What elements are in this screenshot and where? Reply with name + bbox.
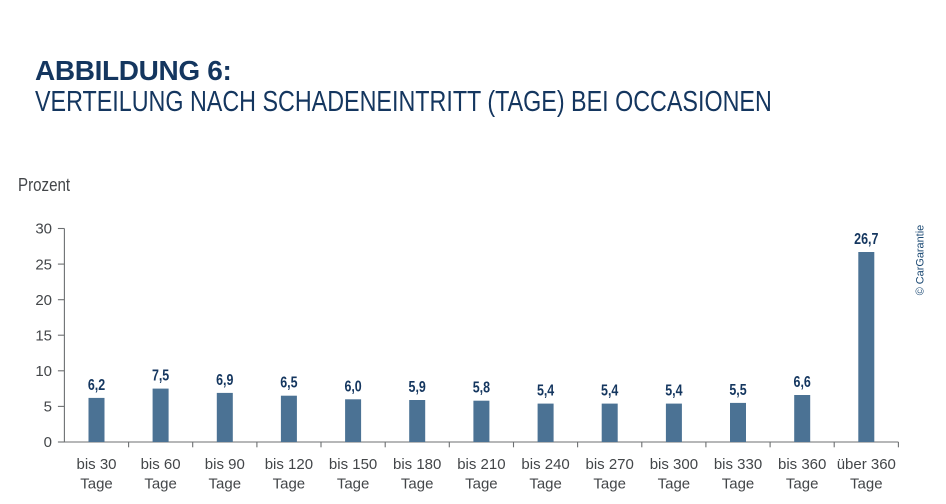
svg-text:bis 330: bis 330 xyxy=(714,456,762,473)
svg-text:5,4: 5,4 xyxy=(665,383,683,400)
svg-text:Tage: Tage xyxy=(401,476,434,493)
svg-text:Tage: Tage xyxy=(80,476,113,493)
svg-text:bis 90: bis 90 xyxy=(205,456,245,473)
svg-text:30: 30 xyxy=(35,221,52,238)
svg-text:Tage: Tage xyxy=(593,476,626,493)
svg-text:bis 60: bis 60 xyxy=(141,456,181,473)
svg-text:6,9: 6,9 xyxy=(216,372,234,389)
svg-text:0: 0 xyxy=(44,434,52,451)
svg-text:25: 25 xyxy=(35,256,52,273)
svg-text:7,5: 7,5 xyxy=(152,368,170,385)
svg-text:bis 180: bis 180 xyxy=(393,456,441,473)
svg-text:5,8: 5,8 xyxy=(473,380,491,397)
svg-text:Tage: Tage xyxy=(337,476,370,493)
svg-text:© CarGarantie: © CarGarantie xyxy=(915,225,927,296)
svg-text:10: 10 xyxy=(35,363,52,380)
svg-text:Tage: Tage xyxy=(465,476,498,493)
svg-text:bis 30: bis 30 xyxy=(76,456,116,473)
svg-text:Tage: Tage xyxy=(273,476,306,493)
svg-text:bis 300: bis 300 xyxy=(650,456,698,473)
svg-text:5,4: 5,4 xyxy=(537,383,555,400)
svg-text:bis 150: bis 150 xyxy=(329,456,377,473)
svg-text:20: 20 xyxy=(35,292,52,309)
svg-text:Tage: Tage xyxy=(722,476,755,493)
svg-text:6,5: 6,5 xyxy=(280,375,298,392)
svg-text:6,2: 6,2 xyxy=(88,377,105,394)
svg-text:5,4: 5,4 xyxy=(601,383,619,400)
svg-text:Tage: Tage xyxy=(144,476,177,493)
svg-text:6,6: 6,6 xyxy=(794,374,812,391)
svg-text:5,5: 5,5 xyxy=(729,382,747,399)
svg-text:bis 270: bis 270 xyxy=(586,456,634,473)
svg-text:15: 15 xyxy=(35,327,52,344)
svg-text:bis 360: bis 360 xyxy=(778,456,826,473)
svg-text:Tage: Tage xyxy=(786,476,819,493)
svg-text:26,7: 26,7 xyxy=(854,231,878,248)
svg-text:über 360: über 360 xyxy=(837,456,896,473)
svg-text:bis 120: bis 120 xyxy=(265,456,313,473)
svg-text:bis 240: bis 240 xyxy=(521,456,569,473)
svg-text:bis 210: bis 210 xyxy=(457,456,505,473)
svg-text:5: 5 xyxy=(44,399,52,416)
svg-text:Tage: Tage xyxy=(850,476,883,493)
svg-text:Tage: Tage xyxy=(209,476,242,493)
svg-text:Tage: Tage xyxy=(658,476,691,493)
svg-text:6,0: 6,0 xyxy=(344,378,361,395)
svg-text:5,9: 5,9 xyxy=(409,379,427,396)
svg-text:Tage: Tage xyxy=(529,476,562,493)
